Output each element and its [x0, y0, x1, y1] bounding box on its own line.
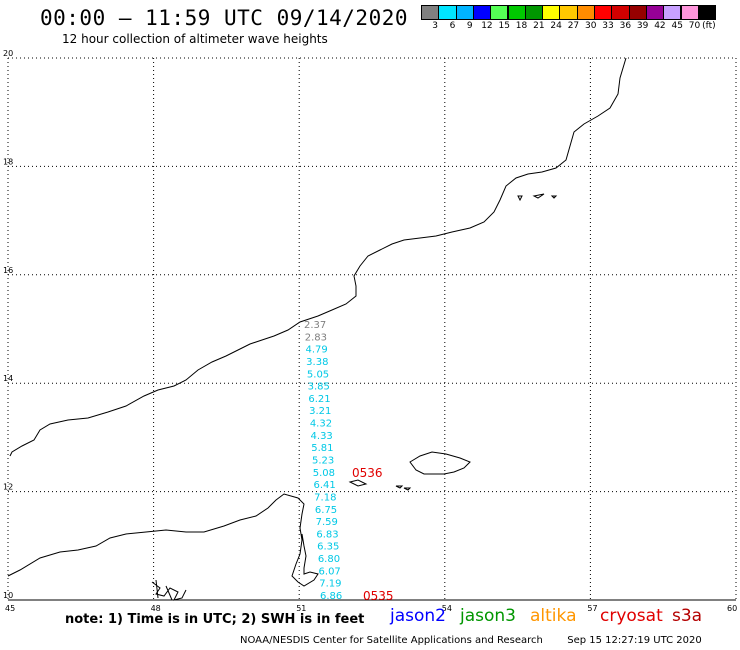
longitude-label: 60 — [727, 604, 737, 613]
colorbar-label: 12 — [481, 21, 493, 31]
wave-height-value: 7.19 — [319, 579, 341, 590]
lat-lon-grid — [7, 57, 737, 601]
wave-height-value: 4.79 — [305, 345, 327, 356]
colorbar-label: 33 — [602, 21, 614, 31]
colorbar-label: 30 — [585, 21, 597, 31]
colorbar-label: 42 — [654, 21, 666, 31]
colorbar-label: 18 — [515, 21, 528, 31]
latitude-label: 12 — [3, 483, 13, 492]
pass-time-label: 0536 — [352, 466, 383, 480]
islet-6 — [550, 195, 558, 199]
map-subtitle: 12 hour collection of altimeter wave hei… — [62, 32, 328, 46]
longitude-label: 57 — [587, 604, 597, 613]
socotra-island — [409, 451, 471, 475]
wave-height-value: 3.85 — [308, 382, 330, 393]
colorbar-swatch — [697, 5, 717, 20]
wave-height-value: 6.07 — [319, 566, 341, 577]
colorbar-label: 9 — [466, 21, 473, 31]
wave-height-value: 7.59 — [316, 517, 338, 528]
arabian-coast — [9, 57, 627, 457]
wave-height-value: 5.08 — [313, 468, 335, 479]
islet-5 — [532, 193, 545, 199]
wave-height-value: 6.86 — [320, 591, 342, 602]
islet-1 — [348, 479, 368, 487]
colorbar-label: 45 — [671, 21, 683, 31]
footer-note: note: 1) Time is in UTC; 2) SWH is in fe… — [65, 612, 365, 627]
wave-height-value: 3.21 — [309, 406, 331, 417]
islet-3 — [403, 487, 412, 491]
colorbar-label: 3 — [432, 21, 439, 31]
colorbar-label: 27 — [567, 21, 580, 31]
coastline — [7, 57, 627, 601]
wave-height-value: 4.32 — [310, 419, 332, 430]
somali-coast — [7, 493, 319, 587]
latitude-label: 10 — [3, 591, 13, 600]
satellite-legend-item: altika — [530, 606, 577, 626]
colorbar-label: 24 — [550, 21, 562, 31]
pass-time-label: 0535 — [363, 589, 394, 603]
colorbar-label: 21 — [533, 21, 545, 31]
latitude-label: 14 — [3, 374, 13, 383]
satellite-legend-item: jason3 — [460, 606, 516, 626]
colorbar-label: 36 — [619, 21, 632, 31]
wave-height-value: 6.21 — [308, 394, 330, 405]
colorbar-unit: (ft) — [702, 21, 716, 31]
wave-height-value: 6.35 — [317, 542, 339, 553]
latitude-label: 20 — [3, 49, 13, 58]
wave-height-value: 5.23 — [312, 456, 334, 467]
islet-4 — [517, 195, 523, 202]
lake-scribble — [151, 579, 187, 601]
satellite-legend-item: cryosat — [600, 606, 663, 626]
satellite-legend-item: jason2 — [390, 606, 446, 626]
wave-height-value: 6.80 — [318, 554, 340, 565]
wave-height-value: 2.83 — [305, 332, 327, 343]
colorbar-label: 70 — [688, 21, 701, 31]
wave-height-value: 6.75 — [315, 505, 337, 516]
longitude-label: 45 — [5, 604, 15, 613]
colorbar-label: 39 — [636, 21, 649, 31]
wave-height-value: 5.81 — [311, 443, 333, 454]
wave-height-value: 5.05 — [307, 369, 329, 380]
map-title: 00:00 – 11:59 UTC 09/14/2020 — [40, 6, 409, 30]
footer-timestamp: Sep 15 12:27:19 UTC 2020 — [567, 635, 702, 646]
latitude-label: 18 — [3, 157, 13, 166]
wave-height-value: 7.18 — [314, 492, 336, 503]
colorbar-label: 6 — [449, 21, 456, 31]
longitude-label: 48 — [151, 604, 161, 613]
wave-height-value: 4.33 — [311, 431, 333, 442]
satellite-legend-item: s3a — [672, 606, 703, 626]
footer-credit: NOAA/NESDIS Center for Satellite Applica… — [240, 635, 702, 646]
wave-height-labels: 2.372.83 4.793.385.05 3.856.213.21 4.324.33… — [304, 320, 394, 603]
wave-height-value: 3.38 — [306, 357, 328, 368]
longitude-label: 54 — [442, 604, 452, 613]
wave-height-value: 6.83 — [316, 529, 338, 540]
longitude-label: 51 — [296, 604, 306, 613]
wave-height-value: 6.41 — [313, 480, 335, 491]
wave-height-value: 2.37 — [304, 320, 326, 331]
axis-labels: 45 48 51 54 57 60 20 18 16 14 12 10 — [3, 49, 737, 613]
latitude-label: 16 — [3, 266, 13, 275]
colorbar-label: 15 — [498, 21, 510, 31]
islet-2 — [395, 485, 404, 489]
credit-text: NOAA/NESDIS Center for Satellite Applica… — [240, 635, 543, 646]
